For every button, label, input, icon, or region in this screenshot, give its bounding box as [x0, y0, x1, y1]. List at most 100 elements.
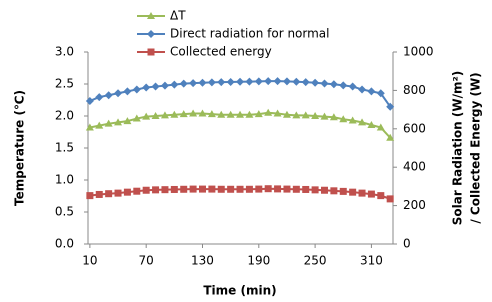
- marker: [142, 186, 150, 194]
- marker: [180, 185, 188, 193]
- marker: [302, 185, 310, 193]
- marker: [198, 185, 206, 193]
- marker: [85, 96, 94, 105]
- legend-marker: [147, 48, 155, 56]
- marker: [198, 109, 207, 117]
- marker: [274, 185, 282, 193]
- y-tick-label: 2.0: [55, 109, 74, 123]
- marker: [86, 192, 94, 200]
- marker: [160, 81, 169, 90]
- marker: [132, 85, 141, 94]
- marker: [292, 185, 300, 193]
- x-tick-label: 250: [304, 254, 327, 268]
- marker: [282, 110, 291, 118]
- marker: [104, 119, 113, 127]
- marker: [179, 110, 188, 118]
- y2-tick-label: 1000: [403, 45, 434, 59]
- y2-tick-label: 400: [403, 160, 426, 174]
- y-tick-label: 3.0: [55, 45, 74, 59]
- marker: [123, 87, 132, 96]
- marker: [254, 77, 263, 86]
- marker: [358, 85, 367, 94]
- marker: [132, 114, 141, 122]
- legend-marker: [147, 12, 155, 19]
- y2-axis-label: / Collected Energy (W): [469, 72, 483, 223]
- marker: [236, 185, 244, 193]
- marker: [348, 82, 357, 91]
- legend-label: ΔT: [170, 9, 186, 23]
- marker: [189, 109, 198, 117]
- marker: [170, 110, 179, 118]
- legend-marker: [147, 30, 155, 38]
- x-tick-label: 10: [82, 254, 97, 268]
- marker: [85, 123, 94, 131]
- marker: [207, 110, 216, 118]
- marker: [273, 77, 282, 86]
- marker: [348, 116, 357, 124]
- marker: [189, 79, 198, 88]
- marker: [377, 192, 385, 200]
- marker: [311, 78, 320, 87]
- marker: [152, 186, 160, 194]
- marker: [367, 190, 375, 198]
- marker: [245, 185, 253, 193]
- marker: [301, 111, 310, 119]
- marker: [114, 118, 123, 126]
- marker: [376, 123, 385, 131]
- marker: [386, 195, 394, 203]
- marker: [208, 185, 216, 193]
- marker: [217, 185, 225, 193]
- marker: [189, 185, 197, 193]
- marker: [245, 110, 254, 118]
- legend-label: Collected energy: [170, 45, 272, 59]
- marker: [254, 110, 263, 118]
- marker: [236, 110, 245, 118]
- marker: [198, 78, 207, 87]
- marker: [292, 77, 301, 86]
- marker: [179, 79, 188, 88]
- marker: [123, 188, 131, 196]
- y2-tick-label: 600: [403, 121, 426, 135]
- marker: [311, 186, 319, 194]
- marker: [367, 87, 376, 96]
- marker: [292, 111, 301, 119]
- marker: [114, 189, 122, 197]
- y2-tick-label: 0: [403, 237, 411, 251]
- marker: [329, 80, 338, 89]
- marker: [207, 78, 216, 87]
- marker: [367, 120, 376, 128]
- marker: [95, 93, 104, 102]
- x-axis-label: Time (min): [203, 284, 276, 298]
- marker: [311, 112, 320, 119]
- y-tick-label: 0.5: [55, 205, 74, 219]
- marker: [283, 185, 291, 193]
- marker: [376, 89, 385, 98]
- marker: [160, 111, 169, 119]
- y2-tick-label: 200: [403, 198, 426, 212]
- x-tick-label: 70: [139, 254, 154, 268]
- marker: [282, 77, 291, 86]
- marker: [349, 188, 357, 196]
- y-tick-label: 1.5: [55, 141, 74, 155]
- marker: [339, 187, 347, 195]
- marker: [339, 81, 348, 90]
- marker: [320, 186, 328, 194]
- y2-tick-label: 800: [403, 83, 426, 97]
- marker: [264, 108, 273, 116]
- y-axis-label: Temperature (℃): [13, 90, 27, 206]
- marker: [301, 78, 310, 87]
- legend-label: Direct radiation for normal: [170, 27, 330, 41]
- y-tick-label: 0.0: [55, 237, 74, 251]
- marker: [142, 112, 151, 120]
- marker: [217, 110, 226, 118]
- marker: [142, 83, 151, 92]
- marker: [358, 189, 366, 197]
- marker: [386, 102, 395, 111]
- x-tick-label: 190: [247, 254, 270, 268]
- marker: [95, 121, 104, 129]
- marker: [320, 79, 329, 88]
- marker: [133, 187, 141, 195]
- marker: [358, 118, 367, 126]
- marker: [264, 77, 273, 86]
